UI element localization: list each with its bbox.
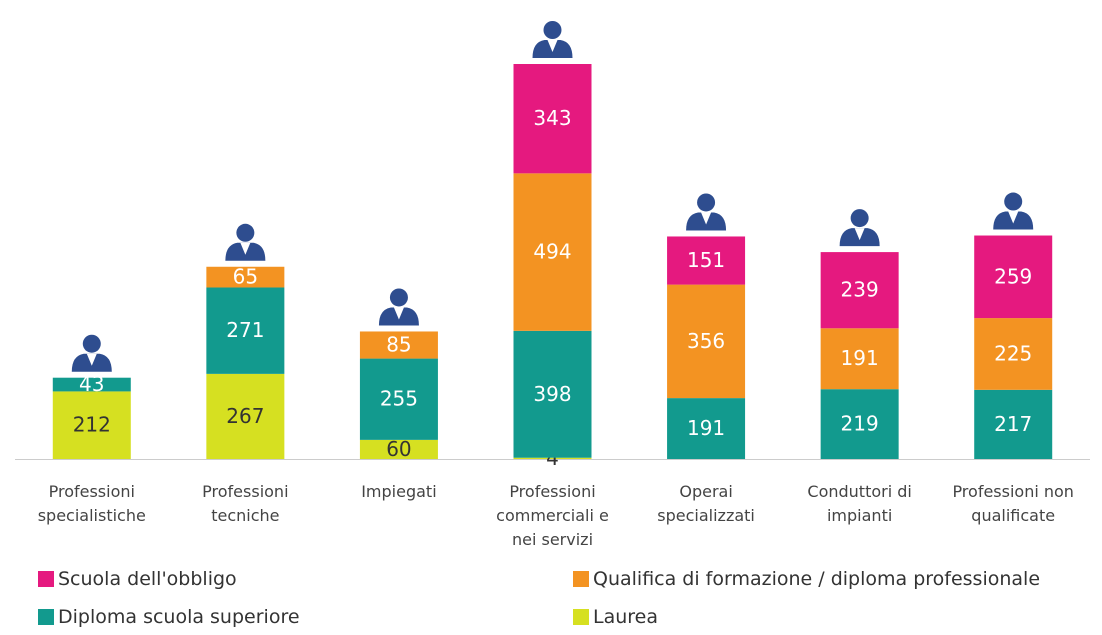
bar-segment xyxy=(667,398,746,459)
value-label: 255 xyxy=(380,387,418,411)
icon-head xyxy=(697,193,716,212)
legend-label: Diploma scuola superiore xyxy=(58,606,300,628)
legend-item: Laurea xyxy=(573,606,658,628)
value-label: 356 xyxy=(687,329,725,353)
icon-head xyxy=(389,288,408,307)
value-label: 259 xyxy=(994,264,1032,288)
person-icon xyxy=(532,21,573,58)
legend-item: Diploma scuola superiore xyxy=(38,606,300,628)
value-label: 151 xyxy=(687,248,725,272)
legend-swatch xyxy=(573,609,589,625)
person-icon xyxy=(686,193,727,231)
icon-head xyxy=(850,209,869,228)
bar-segment xyxy=(974,389,1053,459)
icon-collar xyxy=(393,307,404,320)
bar-segment xyxy=(974,318,1053,390)
value-label: 398 xyxy=(533,382,571,406)
x-tick-label: Impiegati xyxy=(361,482,437,501)
icon-head xyxy=(1004,192,1023,211)
legend-swatch xyxy=(573,571,589,587)
x-tick-label: Operai specializzati xyxy=(657,482,755,525)
value-label: 271 xyxy=(226,318,264,342)
bar-segment xyxy=(359,358,438,440)
bar-segment xyxy=(513,64,592,174)
person-icon xyxy=(839,209,880,247)
bar-segment xyxy=(52,377,131,392)
value-label: 43 xyxy=(79,372,104,396)
icon-collar xyxy=(86,353,97,366)
x-tick-label: Professioni commerciali e nei servizi xyxy=(496,482,609,549)
x-tick-label: Professioni specialistiche xyxy=(37,482,146,525)
bar-segment xyxy=(359,439,438,459)
bar-segment xyxy=(206,373,285,459)
bar-segment xyxy=(52,391,131,459)
value-label: 65 xyxy=(233,265,258,289)
legend-label: Scuola dell'obbligo xyxy=(58,568,237,590)
value-label: 343 xyxy=(533,106,571,130)
value-label: 85 xyxy=(386,333,411,357)
bar-segment xyxy=(513,173,592,331)
icon-head xyxy=(543,21,562,39)
legend-swatch xyxy=(38,609,54,625)
x-tick-label: Conduttori di impianti xyxy=(807,482,912,525)
value-label: 191 xyxy=(841,346,879,370)
icon-collar xyxy=(854,228,865,241)
x-tick-label: Professioni non qualificate xyxy=(952,482,1074,525)
bar-segment xyxy=(513,457,592,459)
icon-collar xyxy=(1008,211,1019,224)
value-label: 191 xyxy=(687,416,725,440)
icon-head xyxy=(82,334,101,353)
bar-segment xyxy=(359,331,438,359)
legend-swatch xyxy=(38,571,54,587)
person-icon xyxy=(71,334,112,372)
value-label: 212 xyxy=(73,413,111,437)
person-icon xyxy=(378,288,419,326)
icon-head xyxy=(236,223,255,242)
icon-collar xyxy=(547,40,558,52)
icon-collar xyxy=(701,212,712,225)
bar-segment xyxy=(206,266,285,288)
value-label: 239 xyxy=(841,278,879,302)
bar-segment xyxy=(820,252,899,329)
bar-segment xyxy=(820,389,899,459)
bar-segment xyxy=(206,287,285,374)
person-icon xyxy=(993,192,1034,230)
bar-segment xyxy=(667,236,746,285)
value-label: 494 xyxy=(533,240,571,264)
value-label: 225 xyxy=(994,341,1032,365)
bar-segment xyxy=(667,284,746,399)
person-icon xyxy=(225,223,266,261)
legend-item: Qualifica di formazione / diploma profes… xyxy=(573,568,1040,590)
value-label: 60 xyxy=(386,437,411,461)
bar-segment xyxy=(513,330,592,458)
bar-segment xyxy=(820,328,899,390)
x-tick-label: Professioni tecniche xyxy=(202,482,289,525)
value-label: 219 xyxy=(841,412,879,436)
legend-label: Qualifica di formazione / diploma profes… xyxy=(593,568,1041,590)
icon-collar xyxy=(240,242,251,255)
value-label: 267 xyxy=(226,404,264,428)
legend-item: Scuola dell'obbligo xyxy=(38,568,237,590)
legend-label: Laurea xyxy=(593,606,658,628)
bar-segment xyxy=(974,235,1053,319)
value-label: 217 xyxy=(994,412,1032,436)
